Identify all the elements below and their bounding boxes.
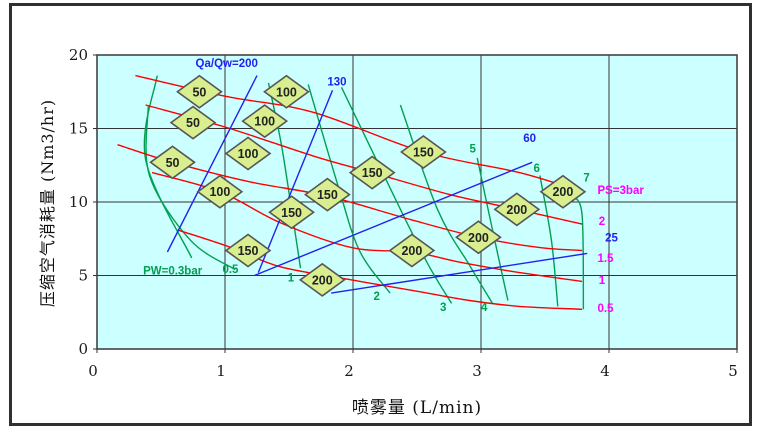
y-tick-label: 0 — [78, 340, 88, 358]
y-axis-title: 压缩空气消耗量 (Nm3/hr) — [38, 98, 57, 308]
curve-pw_green-1 — [267, 82, 302, 269]
diamond-shape — [493, 192, 541, 227]
curve-label: 6 — [533, 163, 539, 175]
y-tick-label: 5 — [78, 267, 88, 285]
diamond-shape — [241, 104, 289, 139]
curve-label: 1 — [599, 275, 606, 287]
droplet-marker-200: 200 — [388, 233, 436, 268]
diamond-value: 50 — [166, 156, 180, 170]
diamond-value: 200 — [506, 203, 527, 217]
y-tick-label: 15 — [69, 120, 88, 138]
diamond-shape — [268, 195, 315, 230]
curve-ratio_blue-25 — [331, 252, 588, 294]
curve-label: 0.5 — [597, 303, 614, 315]
diamond-shape — [224, 233, 272, 268]
curve-label: 7 — [583, 173, 589, 185]
diamond-shape — [298, 262, 346, 297]
x-tick-label: 5 — [728, 362, 738, 380]
x-tick-label: 3 — [472, 362, 482, 380]
diamond-shape — [169, 105, 217, 140]
diamond-shape — [149, 145, 196, 180]
curve-label: Qa/Qw=200 — [196, 58, 258, 70]
curve-ratio_blue-200 — [166, 75, 258, 253]
diamond-value: 50 — [192, 85, 206, 99]
x-axis-title: 喷雾量 (L/min) — [351, 398, 483, 418]
diamond-shape — [348, 155, 396, 190]
y-tick-label: 10 — [69, 193, 88, 211]
curve-pw_green-5 — [476, 157, 509, 301]
x-tick-label: 1 — [216, 362, 226, 380]
droplet-marker-100: 100 — [196, 174, 244, 209]
droplet-marker-200: 200 — [455, 220, 502, 255]
curve-label: 2 — [373, 291, 379, 303]
curve-pw_green-0.3 — [143, 75, 193, 259]
x-tick-label: 0 — [88, 362, 98, 380]
curve-label: PW=0.3bar — [143, 265, 203, 277]
diamond-shape — [304, 177, 351, 212]
droplet-marker-150: 150 — [400, 135, 447, 170]
diamond-value: 200 — [401, 244, 422, 258]
diamond-shape — [196, 174, 244, 209]
diamond-shape — [224, 136, 272, 171]
curve-pw_green-0.5 — [145, 106, 236, 271]
droplet-marker-200: 200 — [539, 174, 587, 209]
x-tick-label: 2 — [344, 362, 354, 380]
curve-ratio_blue-130 — [257, 90, 334, 273]
droplet-size-markers: 50 50 50 100 100 100 100 150 150 150 150 150 200 200 2… — [149, 74, 587, 297]
diamond-shape — [176, 74, 223, 109]
curve-label: 1 — [288, 273, 295, 285]
curve-labels: Qa/Qw=200 130 60 25 PW=0.3bar 0.5 1 2 3 4 5 6 7 PS=3b… — [143, 58, 644, 315]
y-tick-label: 20 — [69, 46, 88, 64]
droplet-marker-150: 150 — [268, 195, 315, 230]
diamond-value: 150 — [362, 166, 383, 180]
curve-label: 5 — [469, 143, 476, 155]
curve-label: 0.5 — [222, 264, 239, 276]
curve-label: 1.5 — [597, 253, 614, 265]
droplet-marker-100: 100 — [224, 136, 272, 171]
series-group-ratio_blue — [166, 75, 588, 294]
diamond-value: 100 — [209, 185, 230, 199]
droplet-marker-200: 200 — [298, 262, 346, 297]
droplet-marker-50: 50 — [176, 74, 223, 109]
diamond-shape — [400, 135, 447, 170]
droplet-marker-100: 100 — [263, 74, 310, 109]
diamond-value: 100 — [254, 115, 275, 129]
diamond-value: 200 — [312, 273, 333, 287]
diamond-value: 150 — [317, 188, 338, 202]
diamond-value: 50 — [186, 116, 200, 130]
curve-ratio_blue-60 — [254, 161, 533, 277]
droplet-marker-150: 150 — [304, 177, 351, 212]
droplet-marker-150: 150 — [348, 155, 396, 190]
diamond-shape — [539, 174, 587, 209]
droplet-marker-50: 50 — [149, 145, 196, 180]
diamond-value: 150 — [238, 244, 259, 258]
diamond-value: 200 — [468, 231, 489, 245]
x-tick-label: 4 — [600, 362, 610, 380]
diamond-shape — [388, 233, 436, 268]
diamond-shape — [263, 74, 310, 109]
curve-label: PS=3bar — [597, 185, 644, 197]
curve-label: 3 — [440, 302, 446, 314]
diamond-value: 100 — [238, 147, 259, 161]
droplet-marker-150: 150 — [224, 233, 272, 268]
diamond-value: 150 — [413, 146, 434, 160]
diamond-value: 100 — [276, 85, 297, 99]
curve-label: 25 — [605, 232, 618, 244]
curve-label: 60 — [523, 133, 536, 145]
curve-label: 130 — [327, 76, 346, 88]
droplet-marker-200: 200 — [493, 192, 541, 227]
droplet-marker-100: 100 — [241, 104, 289, 139]
curve-label: 2 — [599, 216, 605, 228]
diamond-value: 200 — [552, 185, 573, 199]
diamond-shape — [455, 220, 502, 255]
axis-ticks — [93, 54, 738, 353]
curve-label: 4 — [481, 302, 488, 314]
diamond-value: 150 — [281, 206, 302, 220]
droplet-marker-50: 50 — [169, 105, 217, 140]
